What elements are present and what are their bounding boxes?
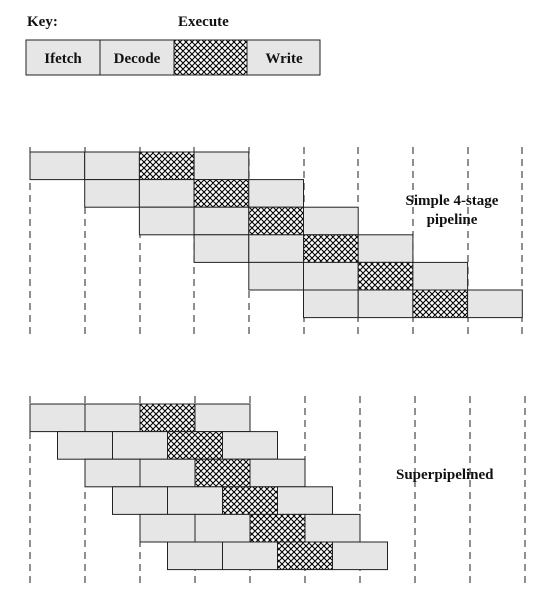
decode-stage-cell bbox=[193, 206, 250, 236]
write-stage-cell bbox=[303, 206, 359, 236]
superpipelined-pipeline bbox=[29, 396, 526, 586]
write-stage-cell bbox=[249, 458, 306, 488]
execute-stage-cell bbox=[138, 151, 195, 181]
ifetch-stage-cell bbox=[167, 541, 223, 571]
instruction-row bbox=[139, 513, 361, 543]
execute-stage-cell bbox=[248, 206, 305, 236]
instruction-row bbox=[29, 403, 251, 433]
key-frame bbox=[25, 39, 321, 76]
ifetch-stage-cell bbox=[138, 206, 195, 236]
write-stage-cell bbox=[194, 403, 251, 433]
write-stage-cell bbox=[304, 513, 361, 543]
write-stage-cell bbox=[357, 234, 414, 263]
instruction-row bbox=[303, 289, 523, 319]
execute-stage-cell bbox=[194, 458, 251, 488]
ifetch-stage-cell bbox=[248, 261, 305, 291]
ifetch-stage-cell bbox=[139, 513, 196, 543]
decode-stage-cell bbox=[84, 403, 141, 433]
instruction-row bbox=[167, 541, 388, 571]
superpipelined-label: Superpipelined bbox=[396, 467, 494, 483]
ifetch-stage-cell bbox=[303, 289, 359, 319]
decode-stage-cell bbox=[248, 234, 305, 263]
write-stage-cell bbox=[277, 486, 333, 515]
write-stage-cell bbox=[412, 261, 469, 291]
write-stage-cell bbox=[332, 541, 388, 571]
decode-stage-cell bbox=[357, 289, 414, 319]
instruction-row bbox=[248, 261, 469, 291]
key-box: Ifetch Decode Write bbox=[25, 39, 321, 76]
instruction-row bbox=[29, 151, 250, 181]
write-stage-cell bbox=[222, 431, 278, 460]
ifetch-stage-cell bbox=[84, 458, 141, 488]
execute-stage-cell bbox=[412, 289, 469, 319]
instruction-row bbox=[84, 458, 306, 488]
ifetch-stage-cell bbox=[57, 431, 113, 460]
write-stage-cell bbox=[467, 289, 523, 319]
execute-stage-cell bbox=[277, 541, 333, 571]
key-ifetch-label: Ifetch bbox=[44, 51, 82, 67]
decode-stage-cell bbox=[167, 486, 223, 515]
execute-stage-cell bbox=[193, 179, 250, 208]
key-decode-label: Decode bbox=[114, 51, 161, 67]
ifetch-stage-cell bbox=[84, 179, 140, 208]
decode-stage-cell bbox=[194, 513, 251, 543]
ifetch-stage-cell bbox=[193, 234, 250, 263]
key-write-label: Write bbox=[265, 51, 303, 67]
simple-pipeline-label: Simple 4-stage pipeline bbox=[388, 192, 516, 230]
write-stage-cell bbox=[193, 151, 250, 181]
instruction-row bbox=[112, 486, 333, 515]
execute-stage-cell bbox=[167, 431, 223, 460]
key-execute-swatch bbox=[173, 39, 248, 76]
simple-label-line1: Simple 4-stage bbox=[405, 193, 499, 209]
instruction-row bbox=[57, 431, 278, 460]
ifetch-stage-cell bbox=[29, 151, 86, 181]
simple-pipeline bbox=[29, 147, 523, 336]
ifetch-stage-cell bbox=[29, 403, 86, 433]
instruction-row bbox=[193, 234, 414, 263]
key-title: Key: bbox=[27, 14, 58, 30]
decode-stage-cell bbox=[303, 261, 359, 291]
execute-stage-cell bbox=[249, 513, 306, 543]
decode-stage-cell bbox=[112, 431, 168, 460]
instruction-row bbox=[138, 206, 359, 236]
simple-label-line2: pipeline bbox=[426, 211, 478, 228]
execute-stage-cell bbox=[303, 234, 359, 263]
instruction-row bbox=[84, 179, 305, 208]
decode-stage-cell bbox=[139, 458, 196, 488]
execute-stage-cell bbox=[139, 403, 196, 433]
decode-stage-cell bbox=[138, 179, 195, 208]
execute-stage-cell bbox=[222, 486, 278, 515]
key-execute-label: Execute bbox=[178, 14, 229, 30]
execute-stage-cell bbox=[357, 261, 414, 291]
ifetch-stage-cell bbox=[112, 486, 168, 515]
decode-stage-cell bbox=[84, 151, 140, 181]
decode-stage-cell bbox=[222, 541, 278, 571]
write-stage-cell bbox=[248, 179, 305, 208]
